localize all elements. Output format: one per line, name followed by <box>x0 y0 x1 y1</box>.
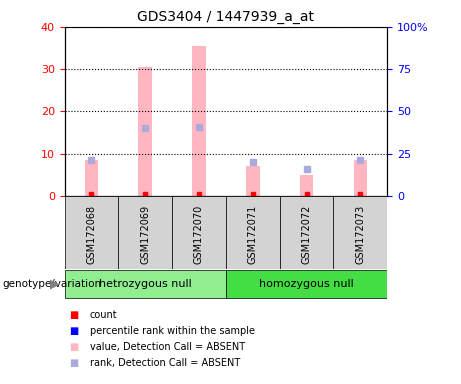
Text: ■: ■ <box>69 358 78 368</box>
Text: rank, Detection Call = ABSENT: rank, Detection Call = ABSENT <box>90 358 240 368</box>
Text: GSM172068: GSM172068 <box>86 205 96 264</box>
Text: percentile rank within the sample: percentile rank within the sample <box>90 326 255 336</box>
Text: genotype/variation: genotype/variation <box>2 279 101 289</box>
Text: ■: ■ <box>69 310 78 320</box>
FancyBboxPatch shape <box>226 270 387 298</box>
Text: ▶: ▶ <box>50 278 60 291</box>
Bar <box>246 166 260 196</box>
Text: hetrozygous null: hetrozygous null <box>99 279 192 289</box>
Text: GSM172071: GSM172071 <box>248 205 258 264</box>
Text: GSM172069: GSM172069 <box>140 205 150 264</box>
Text: value, Detection Call = ABSENT: value, Detection Call = ABSENT <box>90 342 245 352</box>
Bar <box>172 196 226 269</box>
Bar <box>192 46 206 196</box>
Bar <box>138 67 152 196</box>
Bar <box>333 196 387 269</box>
Bar <box>118 196 172 269</box>
Text: GSM172072: GSM172072 <box>301 205 312 264</box>
Bar <box>65 196 118 269</box>
Text: GSM172070: GSM172070 <box>194 205 204 264</box>
Text: ■: ■ <box>69 342 78 352</box>
Text: GSM172073: GSM172073 <box>355 205 366 264</box>
Bar <box>300 175 313 196</box>
Text: count: count <box>90 310 118 320</box>
Bar <box>280 196 333 269</box>
Text: homozygous null: homozygous null <box>259 279 354 289</box>
Bar <box>354 160 367 196</box>
Text: ■: ■ <box>69 326 78 336</box>
FancyBboxPatch shape <box>65 270 226 298</box>
Text: GDS3404 / 1447939_a_at: GDS3404 / 1447939_a_at <box>137 10 314 23</box>
Bar <box>85 160 98 196</box>
Bar <box>226 196 280 269</box>
